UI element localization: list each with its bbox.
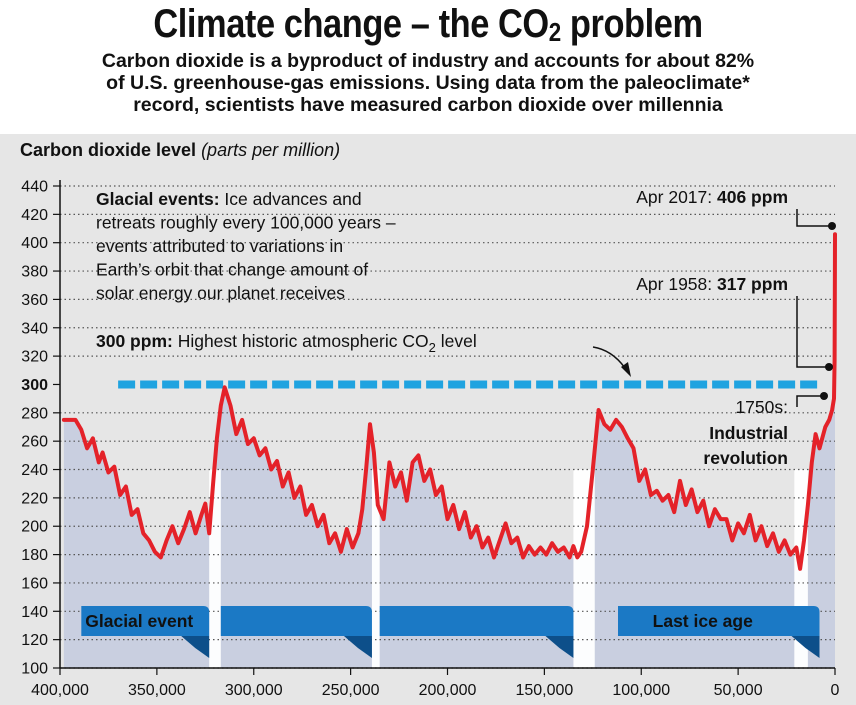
x-tick-label: 0	[831, 682, 840, 699]
y-tick-label: 160	[21, 575, 48, 592]
glacial-banner-label: Last ice age	[653, 611, 753, 631]
chart-subtitle: Carbon dioxide is a byproduct of industr…	[0, 50, 856, 116]
glacial-events-text: retreats roughly every 100,000 years –	[96, 213, 396, 233]
x-tick-label: 150,000	[515, 682, 573, 699]
glacial-events-text: events attributed to variations in	[96, 236, 343, 256]
apr1958-label-date: Apr 1958:	[636, 274, 717, 294]
chart-title: Climate change – the CO2 problem	[153, 2, 703, 47]
industrial-leader	[796, 395, 824, 407]
x-tick-label: 200,000	[419, 682, 477, 699]
y-tick-label: 260	[21, 434, 48, 451]
historic-level-bold: 300 ppm:	[96, 331, 173, 351]
y-tick-label: 220	[21, 490, 48, 507]
y-tick-label: 400	[21, 235, 48, 252]
industrial-text: Industrial	[709, 423, 788, 443]
glacial-banner-label: Glacial event	[85, 611, 193, 631]
apr2017-label-value: 406 ppm	[717, 187, 788, 207]
interglacial-band	[371, 469, 380, 668]
historic-level-pointer	[592, 346, 626, 369]
glacial-banner-arrow	[791, 636, 820, 658]
x-tick-label: 100,000	[612, 682, 670, 699]
apr2017-label: Apr 2017: 406 ppm	[636, 187, 788, 207]
industrial-text: revolution	[703, 448, 788, 468]
glacial-events-bold: Glacial events:	[96, 189, 220, 209]
y-tick-label: 240	[21, 462, 48, 479]
area-fill	[63, 234, 835, 668]
subtitle-line: of U.S. greenhouse-gas emissions. Using …	[106, 72, 750, 94]
glacial-banner-arrow	[181, 636, 210, 658]
glacial-banner-arrow	[343, 636, 372, 658]
co2-series-line	[61, 232, 837, 571]
y-tick-label: 280	[21, 405, 48, 422]
y-tick-label: 440	[21, 179, 48, 196]
y-axis-label: Carbon dioxide level (parts per million)	[20, 140, 341, 160]
glacial-banner	[220, 606, 372, 636]
glacial-events-line: Ice advances and	[220, 189, 362, 209]
historic-level-arrowhead	[621, 362, 631, 377]
industrial-year: 1750s:	[735, 397, 788, 417]
y-tick-label: 200	[21, 519, 48, 536]
historic-level-desc: Highest historic atmospheric CO	[173, 331, 429, 351]
glacial-banner-arrow	[545, 636, 574, 658]
interglacial-band	[209, 469, 221, 668]
historic-level-subscript: 2	[429, 340, 436, 355]
x-tick-label: 300,000	[225, 682, 283, 699]
historic-level-text: 300 ppm: Highest historic atmospheric CO…	[96, 331, 477, 355]
apr1958-leader	[796, 296, 829, 368]
y-tick-label: 100	[21, 661, 48, 678]
y-tick-label: 340	[21, 320, 48, 337]
y-tick-label: 360	[21, 292, 48, 309]
industrial-dot	[820, 392, 828, 400]
y-tick-label: 300	[21, 377, 48, 394]
x-tick-label: 250,000	[322, 682, 380, 699]
y-tick-label: 180	[21, 547, 48, 564]
y-tick-label: 320	[21, 349, 48, 366]
historic-level-suffix: level	[436, 331, 477, 351]
y-tick-label: 380	[21, 264, 48, 281]
x-tick-label: 400,000	[31, 682, 89, 699]
glacial-events-text: Glacial events: Ice advances and	[96, 189, 362, 209]
subtitle-line: Carbon dioxide is a byproduct of industr…	[101, 50, 755, 72]
glacial-events-text: solar energy our planet receives	[96, 283, 345, 303]
apr1958-dot	[825, 363, 833, 371]
apr2017-dot	[828, 222, 836, 230]
subtitle-line: record, scientists have measured carbon …	[133, 94, 723, 116]
apr1958-label-value: 317 ppm	[717, 274, 788, 294]
glacial-banner	[379, 606, 574, 636]
apr1958-label: Apr 1958: 317 ppm	[636, 274, 788, 294]
glacial-events-text: Earth’s orbit that change amount of	[96, 260, 368, 280]
apr2017-leader	[796, 209, 832, 227]
y-tick-label: 140	[21, 604, 48, 621]
x-tick-label: 350,000	[128, 682, 186, 699]
apr2017-label-date: Apr 2017:	[636, 187, 717, 207]
y-tick-label: 420	[21, 207, 48, 224]
x-tick-label: 50,000	[714, 682, 763, 699]
glacial-banner	[618, 606, 820, 636]
y-tick-label: 120	[21, 632, 48, 649]
glacial-banner	[81, 606, 210, 636]
